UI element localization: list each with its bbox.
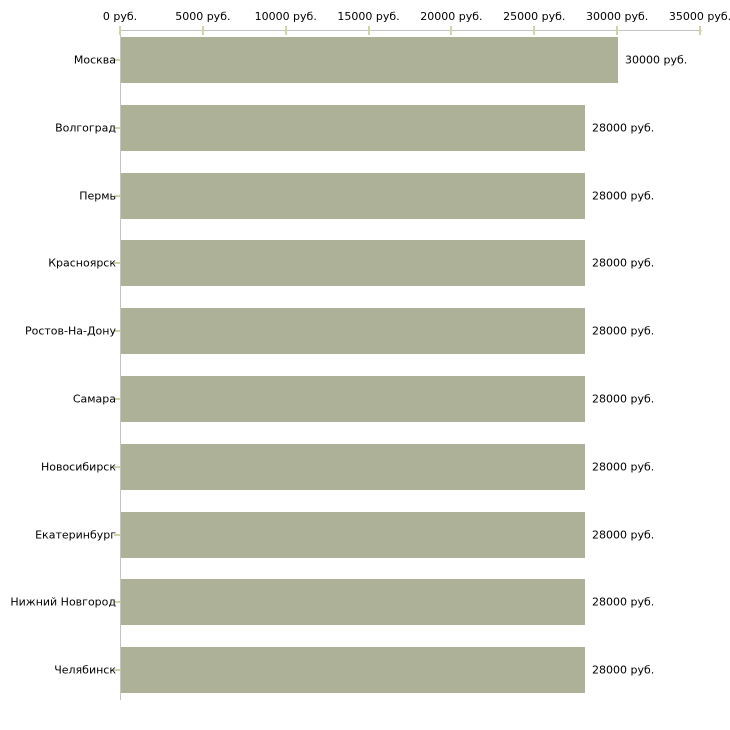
category-label: Волгоград — [55, 121, 116, 135]
x-axis-tick — [616, 26, 619, 35]
bar — [121, 173, 585, 219]
category-label: Пермь — [79, 189, 116, 203]
x-axis-tick — [284, 26, 287, 35]
value-label: 28000 руб. — [592, 324, 655, 338]
x-axis-tick — [450, 26, 453, 35]
bar — [121, 444, 585, 490]
x-axis-tick-label: 0 руб. — [102, 10, 138, 23]
category-label: Нижний Новгород — [10, 595, 116, 609]
bar — [121, 647, 585, 693]
value-label: 28000 руб. — [592, 595, 655, 609]
x-axis-tick-label: 30000 руб. — [586, 10, 649, 23]
y-axis-tick — [114, 262, 120, 264]
y-axis-line — [120, 30, 121, 700]
category-label: Москва — [73, 53, 116, 67]
y-axis-tick — [114, 127, 120, 129]
y-axis-tick — [114, 59, 120, 61]
value-label: 28000 руб. — [592, 392, 655, 406]
bar — [121, 376, 585, 422]
x-axis-tick — [367, 26, 370, 35]
category-label: Красноярск — [48, 256, 116, 270]
x-axis-tick-label: 20000 руб. — [420, 10, 483, 23]
category-label: Ростов-На-Дону — [24, 324, 116, 338]
x-axis-tick-label: 10000 руб. — [254, 10, 317, 23]
x-axis-tick — [201, 26, 204, 35]
y-axis-tick — [114, 195, 120, 197]
y-axis-tick — [114, 534, 120, 536]
x-axis-tick — [119, 26, 121, 35]
value-label: 28000 руб. — [592, 189, 655, 203]
value-label: 30000 руб. — [625, 53, 688, 67]
x-axis-tick-label: 15000 руб. — [337, 10, 400, 23]
y-axis-tick — [114, 669, 120, 671]
y-axis-tick — [114, 601, 120, 603]
x-axis-tick — [699, 26, 701, 35]
x-axis-tick — [533, 26, 536, 35]
bar — [121, 579, 585, 625]
y-axis-tick — [114, 398, 120, 400]
x-axis-tick-label: 25000 руб. — [503, 10, 566, 23]
bar — [121, 37, 618, 83]
value-label: 28000 руб. — [592, 256, 655, 270]
x-axis-line — [120, 30, 702, 31]
x-axis-tick-label: 5000 руб. — [175, 10, 231, 23]
bar — [121, 308, 585, 354]
x-axis-tick-label: 35000 руб. — [668, 10, 730, 23]
bar — [121, 512, 585, 558]
y-axis-tick — [114, 330, 120, 332]
category-label: Челябинск — [54, 663, 116, 677]
value-label: 28000 руб. — [592, 528, 655, 542]
value-label: 28000 руб. — [592, 121, 655, 135]
category-label: Самара — [72, 392, 116, 406]
y-axis-tick — [114, 466, 120, 468]
bar — [121, 240, 585, 286]
value-label: 28000 руб. — [592, 663, 655, 677]
category-label: Екатеринбург — [35, 528, 116, 542]
value-label: 28000 руб. — [592, 460, 655, 474]
bar — [121, 105, 585, 151]
category-label: Новосибирск — [40, 460, 116, 474]
